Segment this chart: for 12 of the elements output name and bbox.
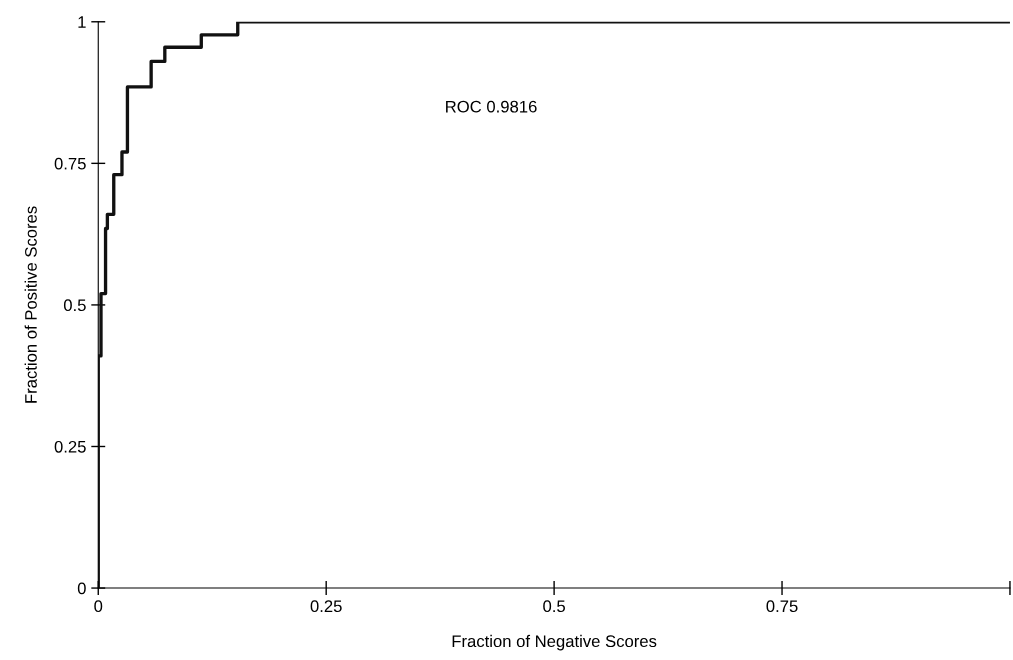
x-tick-label: 0.25 [310,600,342,613]
y-tick-label: 0.5 [63,299,86,312]
x-tick-label: 0.75 [766,600,798,613]
x-axis-title: Fraction of Negative Scores [452,634,657,651]
y-tick-label: 0 [77,582,86,595]
y-tick-label: 0.25 [54,440,86,453]
y-tick-label: 0.75 [54,157,86,170]
x-tick-label: 0.5 [543,600,565,613]
annotation: ROC 0.9816 [446,100,537,113]
y-axis-title: Fraction of Positive Scores [24,206,37,403]
x-tick-label: 0 [94,600,103,613]
y-tick-label: 1 [78,16,86,28]
